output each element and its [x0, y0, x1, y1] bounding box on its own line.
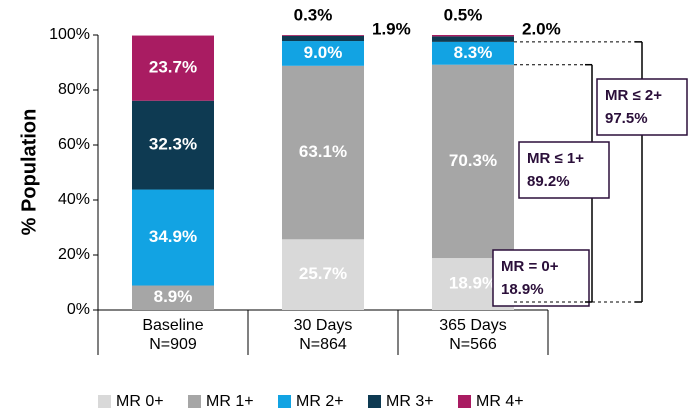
- bar-segment: [132, 285, 214, 310]
- legend-swatch: [458, 395, 471, 408]
- bar-segment: [282, 41, 364, 66]
- annotation-value: 89.2%: [527, 173, 570, 190]
- x-tick-label: 30 Days: [294, 317, 353, 334]
- bar-segment: [132, 35, 214, 101]
- x-tick-sublabel: N=909: [149, 336, 197, 353]
- y-axis-label: % Population: [18, 109, 40, 236]
- legend-label: MR 0+: [116, 393, 164, 410]
- annotation-box: [492, 249, 590, 307]
- annotation-value: 18.9%: [501, 281, 544, 298]
- x-tick-label: Baseline: [142, 317, 203, 334]
- legend-label: MR 3+: [386, 393, 434, 410]
- legend-swatch: [368, 395, 381, 408]
- legend-swatch: [98, 395, 111, 408]
- data-label: 25.7%: [299, 264, 347, 283]
- annotation-label: MR = 0+: [501, 258, 559, 275]
- bar-segment: [132, 189, 214, 286]
- data-label: 70.3%: [449, 151, 497, 170]
- y-tick-label: 0%: [67, 301, 90, 318]
- data-label: 8.3%: [454, 43, 493, 62]
- legend-label: MR 1+: [206, 393, 254, 410]
- data-label: 23.7%: [149, 58, 197, 77]
- annotation-label: MR ≤ 1+: [527, 150, 584, 167]
- x-tick-sublabel: N=864: [299, 336, 347, 353]
- bar-segment: [282, 35, 364, 36]
- legend-swatch: [278, 395, 291, 408]
- legend-label: MR 4+: [476, 393, 524, 410]
- annotation-box: [518, 141, 610, 199]
- bar-segment: [432, 35, 514, 37]
- x-tick-label: 365 Days: [439, 317, 507, 334]
- data-label: 1.9%: [372, 19, 411, 38]
- data-label: 18.9%: [449, 273, 497, 292]
- annotation-box: [596, 78, 688, 136]
- x-tick-sublabel: N=566: [449, 336, 497, 353]
- bar-segment: [282, 65, 364, 240]
- annotation-value: 97.5%: [605, 110, 648, 127]
- data-label: 0.3%: [294, 5, 333, 24]
- y-tick-label: 100%: [49, 26, 90, 43]
- data-label: 32.3%: [149, 135, 197, 154]
- bar-segment: [432, 41, 514, 65]
- bar-segment: [432, 36, 514, 42]
- data-label: 34.9%: [149, 227, 197, 246]
- annotation-label: MR ≤ 2+: [605, 87, 662, 104]
- y-tick-label: 80%: [58, 81, 90, 98]
- data-label: 9.0%: [304, 43, 343, 62]
- data-label: 8.9%: [154, 287, 193, 306]
- legend-label: MR 2+: [296, 393, 344, 410]
- data-label: 2.0%: [522, 19, 561, 38]
- bar-segment: [282, 239, 364, 310]
- bar-segment: [432, 64, 514, 259]
- legend-swatch: [188, 395, 201, 408]
- bar-segment: [282, 35, 364, 42]
- y-tick-label: 40%: [58, 191, 90, 208]
- data-label: 0.5%: [444, 5, 483, 24]
- y-tick-label: 60%: [58, 136, 90, 153]
- bar-segment: [132, 100, 214, 190]
- data-label: 63.1%: [299, 142, 347, 161]
- y-tick-label: 20%: [58, 246, 90, 263]
